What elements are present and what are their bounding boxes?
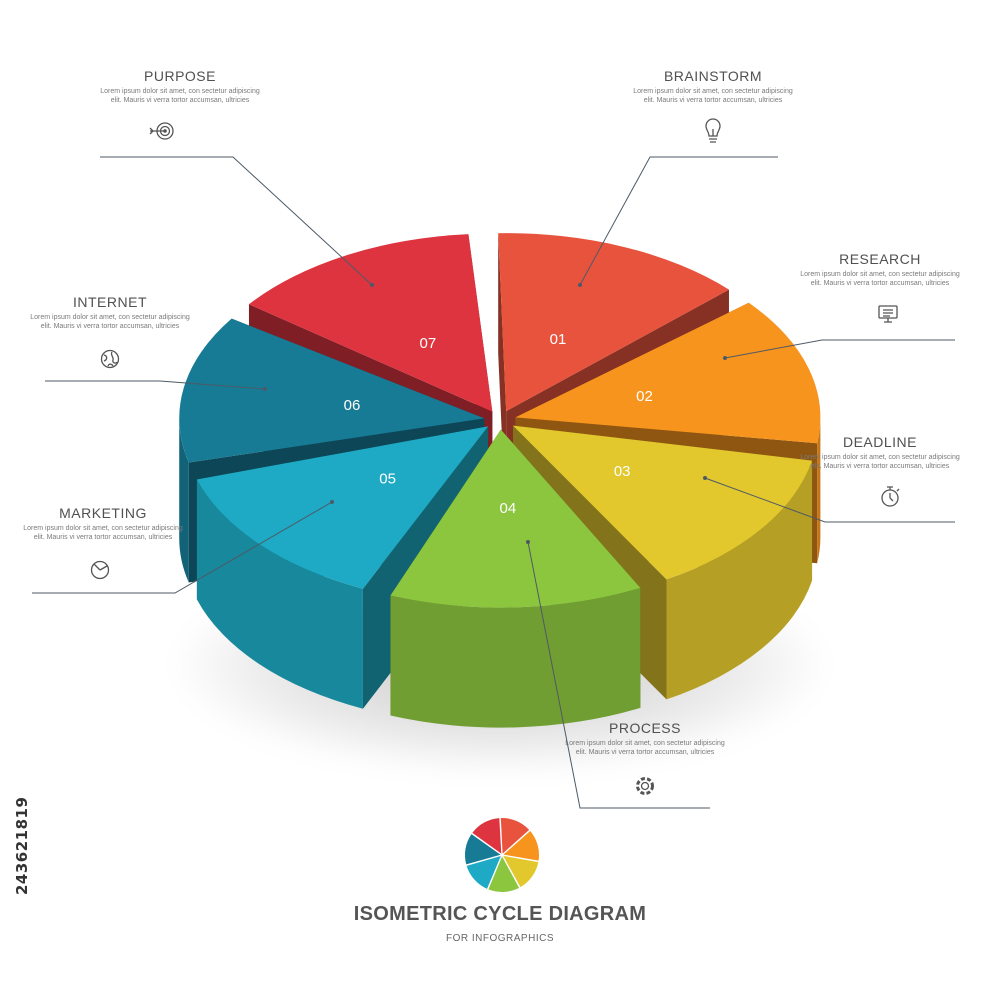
diagram-subtitle: FOR INFOGRAPHICS — [445, 933, 554, 944]
segment-top — [513, 425, 813, 580]
callout-deadline: DEADLINE Lorem ipsum dolor sit amet, con… — [795, 434, 965, 471]
segment-number: 04 — [500, 500, 517, 517]
leader-line — [32, 501, 333, 594]
callout-purpose: PURPOSE Lorem ipsum dolor sit amet, con … — [95, 68, 265, 105]
segment-top — [248, 234, 493, 412]
leader-dot — [330, 500, 334, 504]
leader-dot — [703, 476, 707, 480]
segment-number: 02 — [636, 388, 653, 405]
mini-pie-slice — [503, 831, 539, 861]
leader-line — [45, 380, 266, 390]
mini-pie-slice — [488, 856, 520, 893]
segment-top — [515, 302, 821, 444]
target-icon — [149, 122, 174, 140]
callout-title: BRAINSTORM — [663, 68, 763, 84]
segment-number: 03 — [614, 463, 631, 480]
callout-desc: Lorem ipsum dolor sit amet, con sectetur… — [100, 88, 260, 104]
callout-desc: Lorem ipsum dolor sit amet, con sectetur… — [565, 740, 725, 756]
segment-top — [196, 426, 489, 589]
leader-line — [704, 477, 955, 523]
leader-dot — [263, 387, 267, 391]
leader-dot — [578, 283, 582, 287]
pie-segment-04: 04 — [390, 429, 641, 728]
lightbulb-icon — [705, 118, 721, 143]
callout-desc: Lorem ipsum dolor sit amet, con sectetur… — [633, 88, 793, 104]
segment-top — [179, 318, 485, 463]
mini-pie-slice — [503, 855, 539, 888]
segment-outer-wall — [817, 417, 821, 564]
callout-internet: INTERNET Lorem ipsum dolor sit amet, con… — [25, 294, 195, 331]
leader-line — [100, 156, 373, 286]
callout-desc: Lorem ipsum dolor sit amet, con sectetur… — [800, 271, 960, 287]
mini-pie-slice — [500, 818, 530, 854]
callout-title: RESEARCH — [839, 251, 921, 267]
callout-title: PROCESS — [609, 720, 681, 736]
segment-number: 07 — [419, 335, 436, 352]
callout-title: MARKETING — [59, 505, 147, 521]
segment-number: 01 — [550, 331, 567, 348]
callout-desc: Lorem ipsum dolor sit amet, con sectetur… — [30, 314, 190, 330]
stopwatch-icon — [881, 486, 900, 507]
segment-number: 05 — [379, 470, 396, 487]
callout-marketing: MARKETING Lorem ipsum dolor sit amet, co… — [18, 505, 188, 542]
mini-pie-logo — [464, 818, 539, 893]
segment-outer-wall — [196, 479, 363, 709]
callout-desc: Lorem ipsum dolor sit amet, con sectetur… — [23, 525, 183, 541]
leader-line — [579, 156, 778, 286]
mini-pie-slice — [464, 834, 501, 865]
segment-outer-wall — [179, 418, 189, 583]
leader-dot — [526, 540, 530, 544]
callout-title: INTERNET — [73, 294, 147, 310]
callout-research: RESEARCH Lorem ipsum dolor sit amet, con… — [795, 251, 965, 288]
segment-top — [390, 429, 641, 608]
callout-title: PURPOSE — [144, 68, 216, 84]
pie-chart-icon — [90, 560, 110, 580]
leader-line — [724, 339, 955, 359]
leader-dot — [370, 283, 374, 287]
segment-outer-wall — [390, 587, 641, 728]
stock-id: 243621819 — [13, 796, 31, 895]
leader-line — [527, 541, 710, 809]
mini-pie-slice — [472, 818, 502, 854]
mini-pie-slice — [466, 855, 501, 889]
gear-icon — [636, 777, 654, 795]
callout-brainstorm: BRAINSTORM Lorem ipsum dolor sit amet, c… — [628, 68, 798, 105]
monitor-icon — [878, 305, 898, 323]
diagram-title: ISOMETRIC CYCLE DIAGRAM — [353, 903, 647, 925]
leader-dot — [723, 356, 727, 360]
callout-process: PROCESS Lorem ipsum dolor sit amet, con … — [560, 720, 730, 757]
segment-top — [498, 233, 729, 412]
segment-outer-wall — [666, 460, 813, 700]
segment-number: 06 — [344, 397, 361, 414]
callout-title: DEADLINE — [842, 434, 918, 450]
callout-desc: Lorem ipsum dolor sit amet, con sectetur… — [800, 454, 960, 470]
globe-icon — [100, 349, 120, 369]
